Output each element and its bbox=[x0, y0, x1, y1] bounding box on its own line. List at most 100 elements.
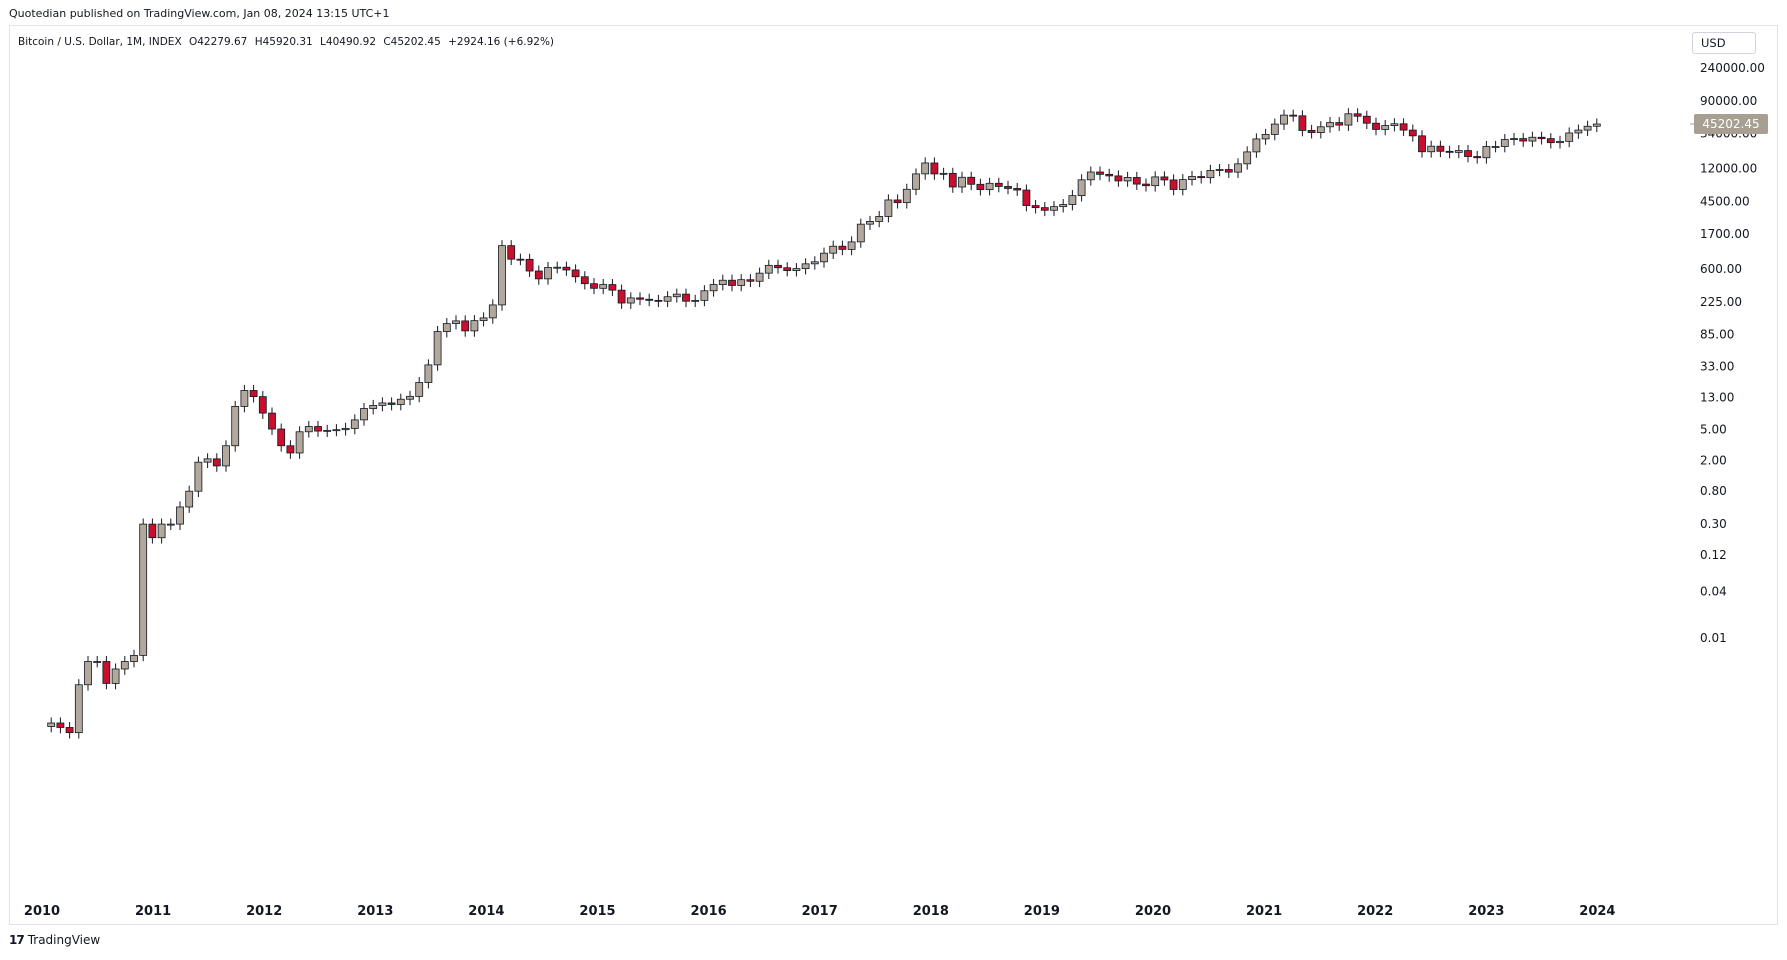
candle-body bbox=[728, 279, 736, 286]
candle-body bbox=[820, 252, 828, 263]
candle-body bbox=[1399, 123, 1408, 131]
candle bbox=[746, 274, 755, 288]
candle bbox=[1160, 171, 1169, 186]
candles bbox=[47, 108, 1601, 739]
candle-body bbox=[406, 395, 414, 400]
candle bbox=[1307, 124, 1316, 139]
candle-body bbox=[277, 428, 286, 447]
candle bbox=[580, 271, 589, 290]
candle-body bbox=[838, 245, 847, 250]
candle bbox=[829, 240, 838, 260]
candle-body bbox=[1160, 176, 1169, 181]
candle-body bbox=[985, 182, 994, 191]
candle-body bbox=[461, 320, 470, 332]
candle bbox=[792, 263, 801, 277]
candle bbox=[875, 210, 884, 228]
published-by-line: Quotedian published on TradingView.com, … bbox=[9, 7, 390, 20]
candle bbox=[645, 293, 654, 307]
candle bbox=[1445, 145, 1454, 159]
candle bbox=[323, 424, 332, 437]
high-value: H45920.31 bbox=[254, 36, 313, 48]
candle bbox=[866, 215, 874, 231]
y-tick-label: 2.00 bbox=[1700, 453, 1727, 467]
y-tick-label: 0.80 bbox=[1700, 484, 1727, 498]
y-tick-label: 225.00 bbox=[1700, 295, 1742, 309]
candle bbox=[1473, 150, 1482, 164]
candle-body bbox=[74, 684, 83, 734]
y-tick-label: 85.00 bbox=[1700, 328, 1734, 342]
candle-body bbox=[626, 297, 635, 304]
candle bbox=[1206, 164, 1215, 184]
candle-body bbox=[1013, 188, 1022, 191]
last-price-marker: 45202.45 bbox=[1690, 114, 1768, 135]
candle bbox=[820, 247, 828, 268]
candle bbox=[1519, 133, 1528, 147]
y-tick-label: 13.00 bbox=[1700, 391, 1734, 405]
candle bbox=[268, 407, 276, 435]
candle bbox=[93, 655, 102, 668]
candle bbox=[139, 518, 148, 662]
candle bbox=[976, 178, 985, 196]
candle-body bbox=[1464, 150, 1472, 157]
candle-body bbox=[1261, 134, 1270, 140]
candle-body bbox=[47, 722, 56, 727]
candle bbox=[884, 194, 893, 223]
y-tick-label: 12000.00 bbox=[1700, 162, 1757, 176]
candle-body bbox=[212, 458, 221, 467]
candle-body bbox=[544, 267, 552, 280]
candle bbox=[663, 291, 672, 308]
candle-body bbox=[617, 289, 626, 304]
candle bbox=[56, 717, 65, 734]
candle bbox=[1068, 190, 1077, 211]
candle-body bbox=[1289, 114, 1298, 117]
candle-body bbox=[1390, 123, 1399, 126]
candle bbox=[84, 655, 92, 691]
chart-frame bbox=[9, 25, 1778, 925]
candle-body bbox=[166, 523, 175, 526]
candle bbox=[1243, 146, 1252, 170]
y-tick-label: 0.01 bbox=[1700, 631, 1727, 645]
x-tick-label: 2013 bbox=[357, 904, 393, 919]
candle bbox=[360, 402, 368, 426]
candle-body bbox=[1022, 189, 1031, 206]
candle bbox=[562, 261, 571, 276]
candle-body bbox=[231, 406, 240, 447]
candle bbox=[636, 292, 644, 306]
candle-body bbox=[1436, 145, 1445, 152]
candle-body bbox=[1372, 122, 1380, 130]
candle-body bbox=[1491, 146, 1500, 148]
candle bbox=[1500, 133, 1509, 153]
candle-body bbox=[433, 331, 442, 366]
x-tick-label: 2019 bbox=[1024, 904, 1060, 919]
candle-body bbox=[350, 419, 359, 429]
tradingview-brand: TradingView bbox=[27, 933, 101, 947]
candle bbox=[1289, 109, 1298, 122]
candle bbox=[948, 167, 957, 193]
candle bbox=[654, 294, 663, 308]
currency-selector[interactable]: USD bbox=[1692, 32, 1756, 54]
candle bbox=[304, 420, 313, 438]
candle bbox=[387, 397, 396, 411]
x-tick-label: 2021 bbox=[1246, 904, 1282, 919]
candle-body bbox=[470, 320, 479, 332]
candle bbox=[1537, 131, 1546, 145]
candle-body bbox=[580, 276, 589, 285]
candle bbox=[1565, 127, 1574, 148]
candle-body bbox=[994, 182, 1003, 187]
candle-body bbox=[709, 284, 718, 292]
candle-body bbox=[507, 245, 516, 260]
candle bbox=[902, 183, 911, 209]
candle bbox=[240, 384, 249, 413]
x-tick-label: 2011 bbox=[135, 904, 171, 919]
candle-body bbox=[387, 402, 396, 405]
candle bbox=[442, 318, 451, 338]
candle bbox=[847, 236, 856, 256]
candle bbox=[691, 294, 700, 308]
candle bbox=[461, 315, 470, 337]
y-tick-label: 1700.00 bbox=[1700, 227, 1750, 241]
symbol-title[interactable]: Bitcoin / U.S. Dollar, 1M, INDEX bbox=[18, 36, 182, 48]
candle-body bbox=[1151, 176, 1160, 187]
candle bbox=[1408, 124, 1417, 142]
candle bbox=[801, 258, 810, 275]
